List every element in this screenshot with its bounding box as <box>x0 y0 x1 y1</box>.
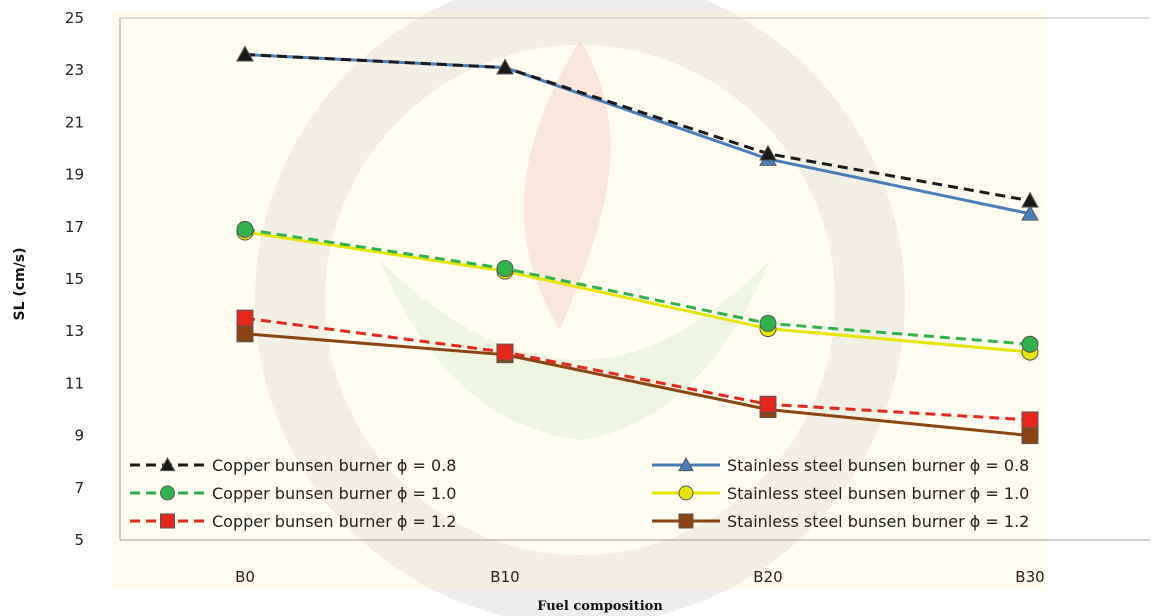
series-lines <box>244 53 1031 438</box>
legend-item: Stainless steel bunsen burner ϕ = 0.8 <box>652 456 1029 475</box>
series-line <box>244 227 1031 346</box>
series-markers <box>236 45 1039 445</box>
y-axis-label: SL (cm/s) <box>12 247 28 320</box>
series-line <box>244 230 1031 354</box>
legend-label: Copper bunsen burner ϕ = 0.8 <box>212 456 456 475</box>
legend-item: Copper bunsen burner ϕ = 1.2 <box>130 512 456 531</box>
legend-label: Copper bunsen burner ϕ = 1.2 <box>212 512 456 531</box>
x-tick-label: B10 <box>490 568 519 586</box>
legend-item: Copper bunsen burner ϕ = 0.8 <box>130 456 456 475</box>
data-point <box>759 314 777 332</box>
y-tick-label: 9 <box>74 427 84 445</box>
data-point <box>1021 191 1039 208</box>
y-tick-label: 25 <box>65 9 84 27</box>
series-line <box>244 332 1031 438</box>
y-tick-label: 5 <box>74 531 84 549</box>
legend-marker <box>678 456 694 472</box>
data-point <box>236 309 254 327</box>
x-tick-label: B20 <box>753 568 782 586</box>
data-point <box>1021 427 1039 445</box>
y-tick-label: 17 <box>65 218 84 236</box>
x-tick-label: B30 <box>1015 568 1044 586</box>
y-tick-label: 23 <box>65 61 84 79</box>
legend-marker <box>160 513 175 529</box>
x-axis-label: Fuel composition <box>537 599 663 614</box>
legend-item: Stainless steel bunsen burner ϕ = 1.2 <box>652 512 1029 531</box>
legend-label: Stainless steel bunsen burner ϕ = 1.2 <box>727 512 1029 531</box>
legend-label: Copper bunsen burner ϕ = 1.0 <box>212 484 456 503</box>
y-tick-label: 19 <box>65 166 84 184</box>
legend-label: Stainless steel bunsen burner ϕ = 0.8 <box>727 456 1029 475</box>
data-point <box>236 220 254 238</box>
series-line <box>244 53 1031 203</box>
data-point <box>1021 411 1039 429</box>
data-point <box>236 45 254 62</box>
series-line <box>244 316 1031 422</box>
watermark-seal <box>110 0 1050 616</box>
legend-item: Copper bunsen burner ϕ = 1.0 <box>130 484 456 503</box>
data-point <box>496 58 514 75</box>
y-tick-label: 11 <box>65 374 84 392</box>
y-tick-label: 21 <box>65 113 84 131</box>
legend: Copper bunsen burner ϕ = 0.8 Copper bunse… <box>130 456 1029 531</box>
data-point <box>1021 335 1039 353</box>
data-point <box>496 260 514 278</box>
legend-marker <box>678 513 694 529</box>
legend-marker <box>160 485 175 501</box>
data-point <box>496 343 514 361</box>
data-point <box>236 325 254 343</box>
y-tick-label: 7 <box>74 479 84 497</box>
legend-item: Stainless steel bunsen burner ϕ = 1.0 <box>652 484 1029 503</box>
legend-label: Stainless steel bunsen burner ϕ = 1.0 <box>727 484 1029 503</box>
data-point <box>759 144 777 161</box>
y-tick-labels: 5 7 9 11 13 15 17 19 21 23 25 <box>65 9 84 549</box>
legend-marker <box>159 456 176 472</box>
y-tick-label: 15 <box>65 270 84 288</box>
data-point <box>1021 204 1039 221</box>
x-tick-labels: B0 B10 B20 B30 <box>235 568 1045 586</box>
y-tick-label: 13 <box>65 322 84 340</box>
x-tick-label: B0 <box>235 568 255 586</box>
legend-marker <box>678 485 694 501</box>
data-point <box>759 395 777 413</box>
